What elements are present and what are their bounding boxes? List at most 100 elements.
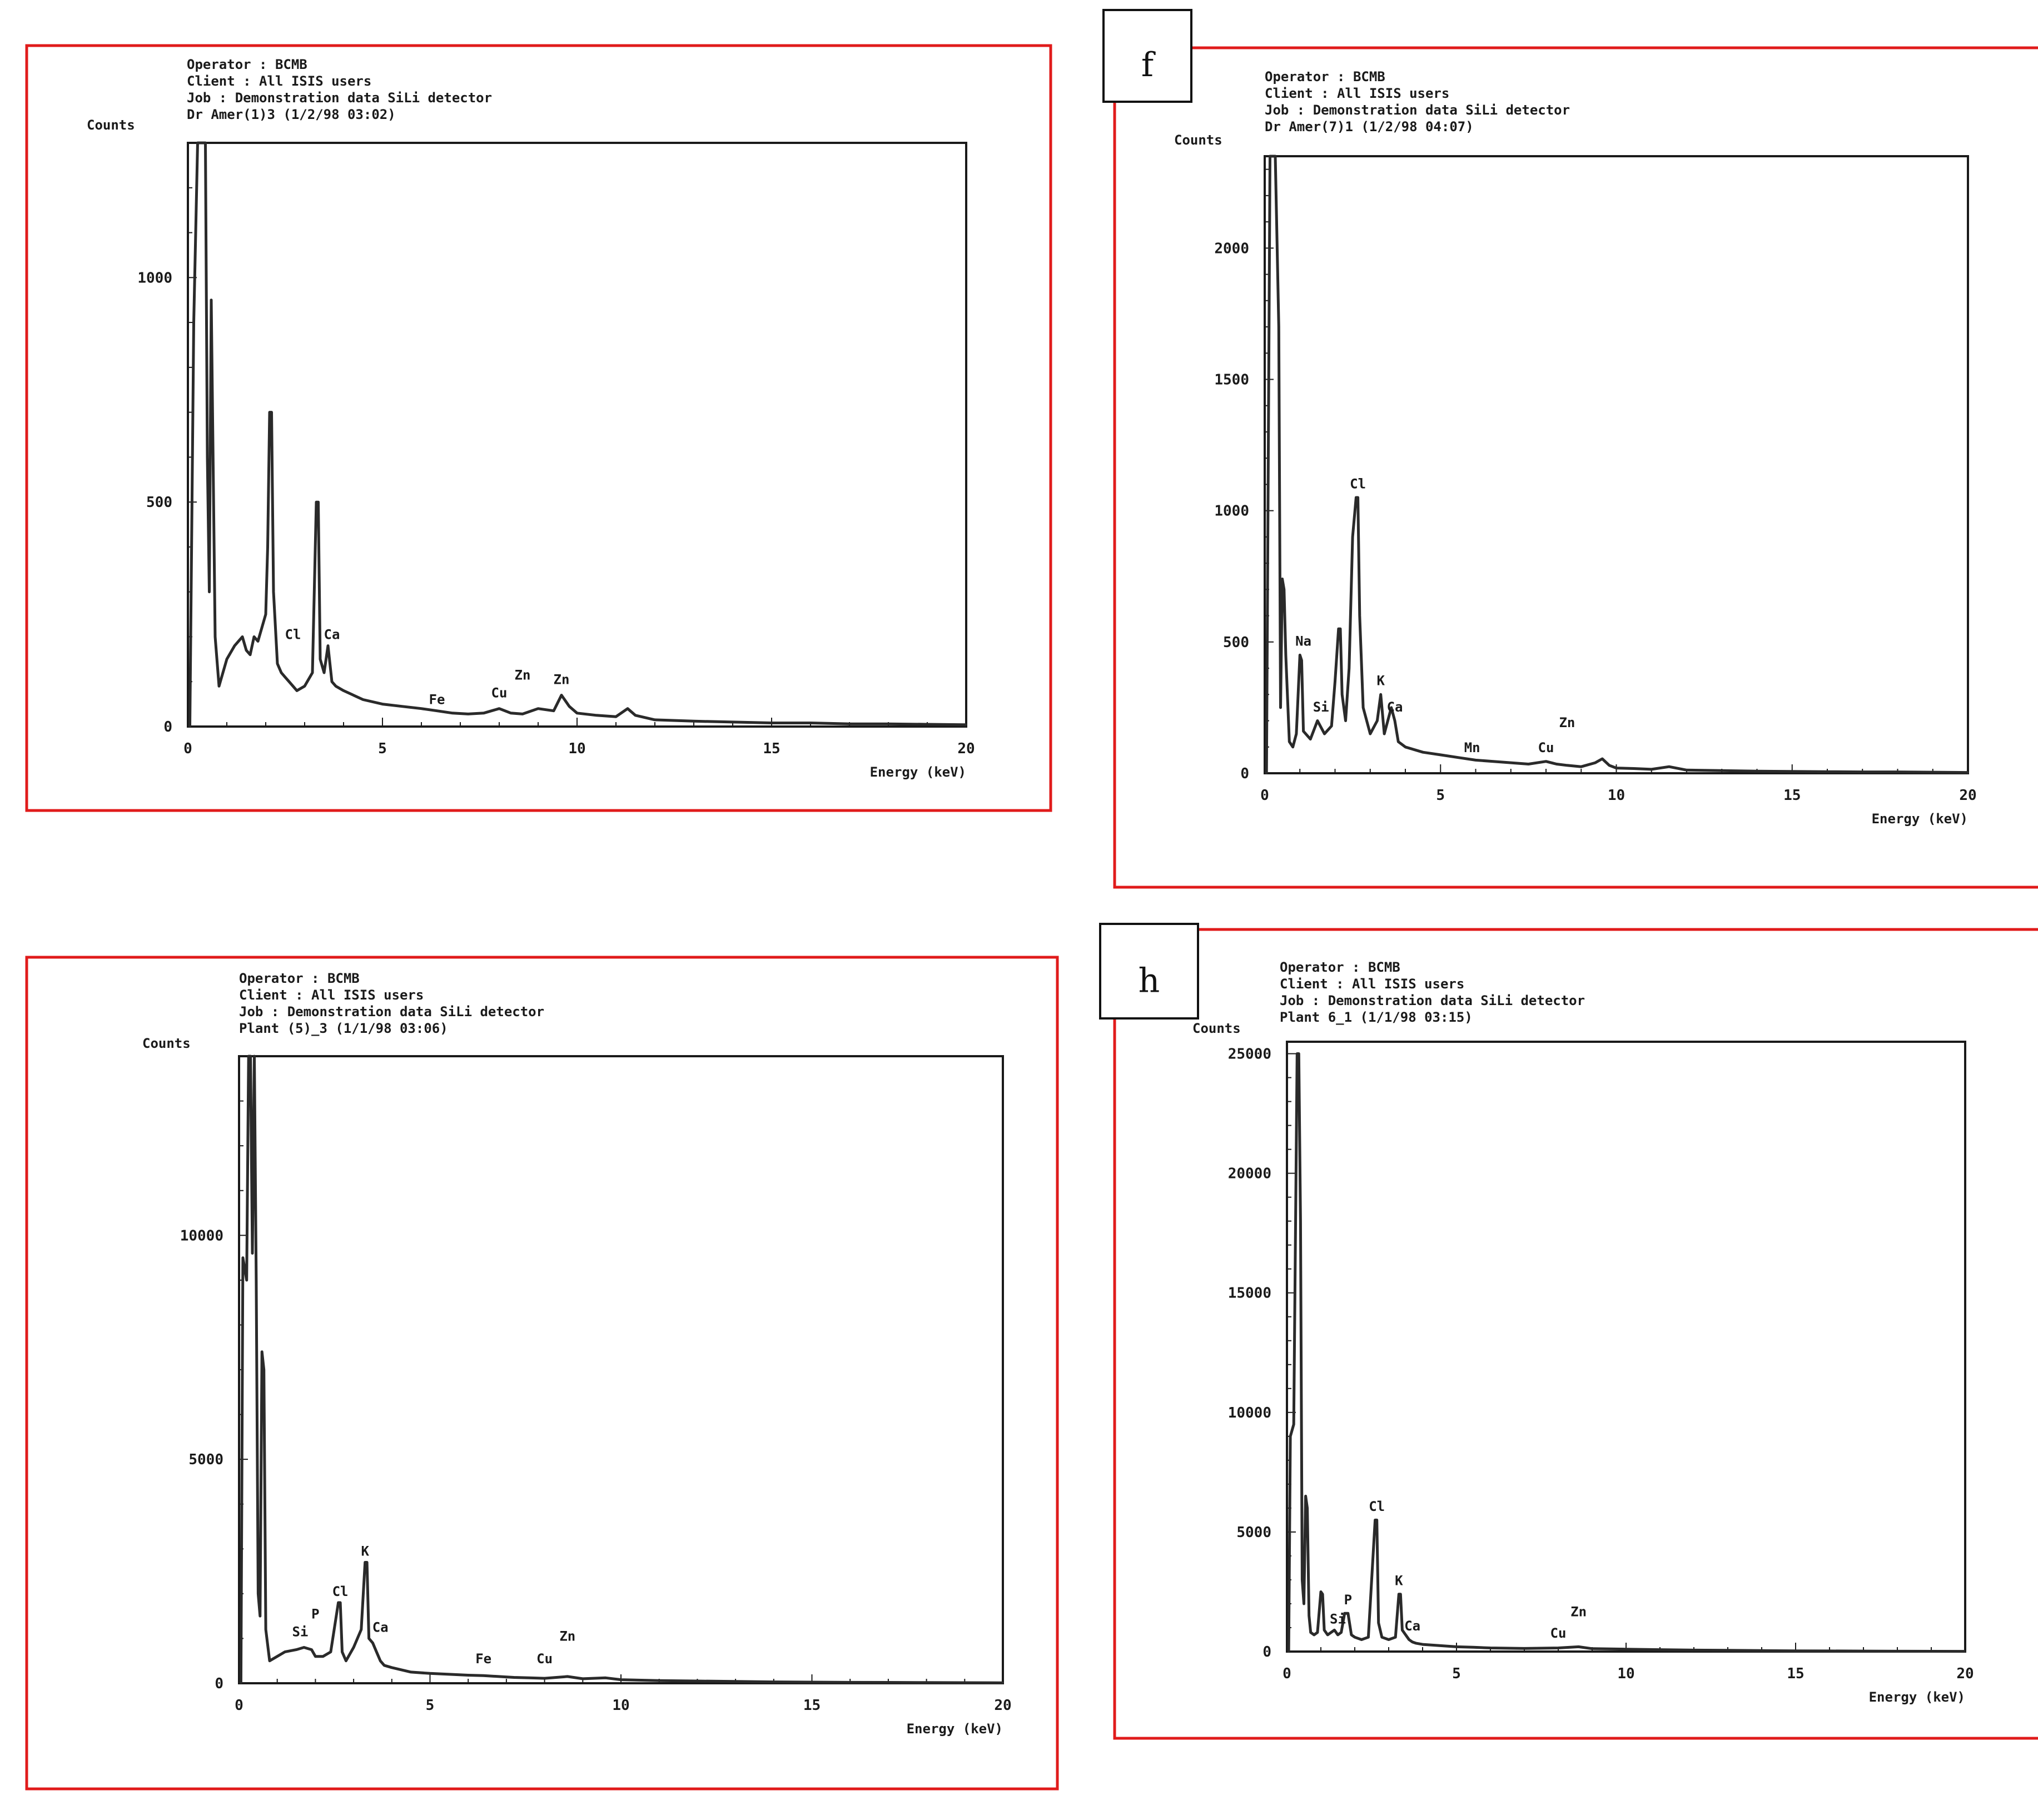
spectrum-header-line: Job : Demonstration data SiLi detector xyxy=(1265,102,1570,118)
spectrum-point xyxy=(734,1680,737,1683)
spectrum-point xyxy=(926,723,928,725)
y-tick-label: 500 xyxy=(1223,634,1249,651)
spectrum-header-line: Client : All ISIS users xyxy=(1280,976,1464,992)
spectrum-point xyxy=(1378,1622,1380,1624)
spectrum-point xyxy=(360,1628,362,1630)
spectrum-point xyxy=(1439,1644,1440,1647)
spectrum-point xyxy=(1344,720,1346,722)
spectrum-header-line: Plant 6_1 (1/1/98 03:15) xyxy=(1280,1010,1473,1025)
spectrum-point xyxy=(1401,1629,1403,1631)
spectrum-point xyxy=(1964,1650,1966,1653)
spectrum-point xyxy=(1362,707,1364,709)
spectrum-point xyxy=(1415,1642,1417,1644)
y-tick-label: 0 xyxy=(163,719,172,735)
spectrum-point xyxy=(1761,1649,1763,1652)
spectrum-point xyxy=(1316,1632,1319,1634)
spectrum-point xyxy=(1408,1638,1410,1640)
spectrum-point xyxy=(253,635,255,638)
x-tick-label: 15 xyxy=(763,740,780,757)
spectrum-point xyxy=(1300,659,1303,662)
peak-label: Si xyxy=(1313,699,1329,715)
spectrum-point xyxy=(1422,751,1424,753)
spectrum-point xyxy=(537,708,539,710)
spectrum-point xyxy=(1330,725,1333,727)
spectrum-point xyxy=(368,1637,370,1639)
peak-label: Fe xyxy=(429,692,445,708)
chart-panel-2: f Operator : BCMB Client : All ISIS usersJ… xyxy=(1102,9,2038,889)
spectrum-point xyxy=(335,685,337,687)
y-axis-label: Counts xyxy=(142,1036,191,1051)
peak-label: Cl xyxy=(285,627,301,643)
spectrum-point xyxy=(1295,733,1298,735)
spectrum-point xyxy=(1374,1519,1376,1521)
y-tick-label: 1000 xyxy=(137,270,172,286)
spectrum-point xyxy=(284,1651,286,1653)
spectrum-point xyxy=(1305,1495,1307,1497)
spectrum-point xyxy=(887,1682,889,1684)
spectrum-header-line: Plant (5)_3 (1/1/98 03:06) xyxy=(239,1021,448,1036)
spectrum-point xyxy=(1601,758,1603,760)
spectrum-point xyxy=(337,1602,340,1604)
spectrum-header-line: Operator : BCMB xyxy=(239,971,360,986)
spectrum-point xyxy=(926,1682,928,1684)
spectrum-point xyxy=(1932,771,1934,773)
spectrum-point xyxy=(1527,763,1529,765)
spectrum-point xyxy=(1292,746,1294,748)
spectrum-point xyxy=(276,1655,279,1658)
x-tick-label: 5 xyxy=(1452,1665,1461,1682)
spectrum-point xyxy=(1299,654,1301,656)
spectrum-point xyxy=(1828,1650,1831,1652)
spectrum-point xyxy=(1608,764,1610,767)
spectrum-point xyxy=(1289,1435,1291,1438)
x-axis-label: Energy (keV) xyxy=(870,764,966,780)
spectrum-point xyxy=(247,1055,250,1057)
spectrum-point xyxy=(420,708,422,710)
peak-label: Cl xyxy=(1369,1499,1385,1514)
x-tick-label: 5 xyxy=(1436,787,1445,804)
spectrum-point xyxy=(1002,1682,1004,1684)
spectrum-point xyxy=(366,1561,368,1563)
peak-label: Ca xyxy=(1387,699,1403,715)
spectrum-point xyxy=(1283,588,1285,590)
spectrum-point xyxy=(1668,765,1670,768)
peak-label: Zn xyxy=(1570,1604,1587,1619)
x-axis-label: Energy (keV) xyxy=(1872,811,1968,827)
spectrum-point xyxy=(364,1561,366,1563)
spectrum-point xyxy=(1326,1634,1329,1636)
spectrum-point xyxy=(1930,1650,1932,1652)
spectrum-point xyxy=(1394,1636,1396,1638)
spectrum-point xyxy=(1355,496,1357,499)
spectrum-point xyxy=(1339,628,1341,630)
spectrum-point xyxy=(528,1677,530,1679)
x-tick-label: 10 xyxy=(612,1697,629,1714)
spectrum-header-line: Client : All ISIS users xyxy=(187,73,371,89)
y-tick-label: 500 xyxy=(146,494,172,511)
spectrum-point xyxy=(963,1682,966,1684)
spectrum-point xyxy=(250,1055,252,1057)
panel-frame xyxy=(1113,928,2038,1740)
spectrum-point xyxy=(276,663,279,665)
spectrum-point xyxy=(1625,1648,1627,1650)
spectrum-point xyxy=(605,1677,607,1679)
panel-letter-box xyxy=(1099,923,1199,1020)
spectrum-point xyxy=(265,1628,267,1630)
spectrum-point xyxy=(1278,326,1280,328)
spectrum-point xyxy=(1313,1634,1315,1636)
peak-label: Zn xyxy=(515,667,531,683)
spectrum-point xyxy=(448,1673,450,1675)
peak-label: Zn xyxy=(559,1629,575,1644)
spectrum-point xyxy=(848,723,851,725)
x-tick-label: 10 xyxy=(1608,787,1625,804)
panel-frame xyxy=(25,956,1059,1791)
spectrum-point xyxy=(251,1252,253,1255)
spectrum-point xyxy=(331,680,333,683)
spectrum-point xyxy=(1457,757,1459,759)
spectrum-point xyxy=(1397,740,1399,743)
spectrum-point xyxy=(265,613,267,615)
spectrum-header-line: Client : All ISIS users xyxy=(1265,86,1449,101)
spectrum-point xyxy=(246,1279,248,1281)
spectrum-point xyxy=(1288,740,1290,743)
spectrum-point xyxy=(1380,693,1382,695)
peak-label: Mn xyxy=(1464,740,1480,755)
spectrum-point xyxy=(197,142,198,144)
